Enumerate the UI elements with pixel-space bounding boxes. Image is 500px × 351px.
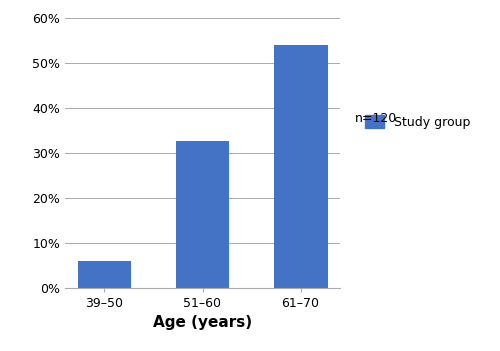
X-axis label: Age (years): Age (years) [153,316,252,330]
Bar [274,45,328,288]
Legend: Study group: Study group [360,110,475,134]
Text: n=120: n=120 [355,112,397,125]
Bar [176,141,230,288]
Bar [78,261,132,288]
